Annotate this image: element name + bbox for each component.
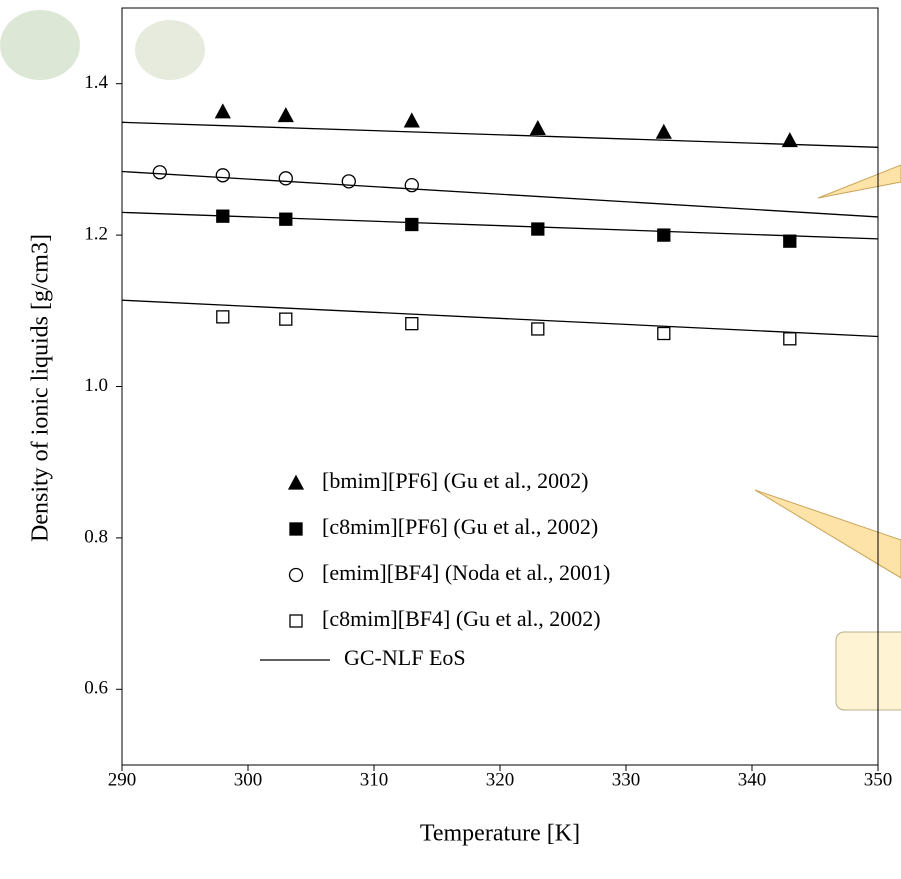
fit-line [121,170,879,218]
x-axis-title: Temperature [K] [420,821,580,847]
plot-frame [121,7,879,766]
marker [215,168,230,183]
marker [403,112,420,128]
marker [279,212,293,226]
callout-box [835,631,901,711]
marker [277,107,294,123]
x-tick-label: 320 [486,769,515,790]
marker [657,228,671,242]
x-tick-label: 330 [612,769,641,790]
marker [529,119,546,136]
legend-label: GC-NLF EoS [344,645,466,670]
marker [341,174,356,189]
callout [817,164,901,199]
legend-marker [287,474,305,490]
y-tick-label: 0.6 [84,678,108,699]
marker [216,310,230,324]
legend-label: [c8mim][PF6] (Gu et al., 2002) [322,514,598,539]
legend-marker [288,567,304,583]
y-tick-label: 0.8 [84,526,108,547]
fit-line [121,299,879,338]
marker [657,326,671,341]
y-tick-label: 1.4 [84,72,108,93]
marker [783,332,797,346]
marker [214,103,231,119]
x-tick-label: 350 [864,769,893,790]
legend-label: [bmim][PF6] (Gu et al., 2002) [322,468,588,493]
y-axis-title: Density of ionic liquids [g/cm3] [28,234,54,542]
y-tick-label: 1.2 [84,223,108,244]
marker [404,177,419,193]
x-tick-label: 340 [738,769,767,790]
legend-label: [c8mim][BF4] (Gu et al., 2002) [322,606,601,631]
marker [655,123,672,139]
marker [278,171,293,186]
fit-line [121,121,879,148]
x-tick-label: 300 [234,769,263,790]
decoration [0,10,205,80]
legend-marker [289,614,303,628]
marker [531,322,545,336]
legend-marker [289,522,303,536]
callout [754,489,901,579]
marker [405,217,419,232]
marker [783,234,797,248]
x-tick-label: 290 [108,769,137,790]
legend-label: [emim][BF4] (Noda et al., 2001) [322,560,610,585]
marker [405,317,419,331]
fit-line [121,211,879,240]
marker [152,165,167,180]
y-tick-label: 1.0 [84,375,108,396]
marker [216,209,230,223]
marker [279,312,293,326]
marker [781,132,798,148]
x-tick-label: 310 [360,769,389,790]
marker [531,222,545,236]
